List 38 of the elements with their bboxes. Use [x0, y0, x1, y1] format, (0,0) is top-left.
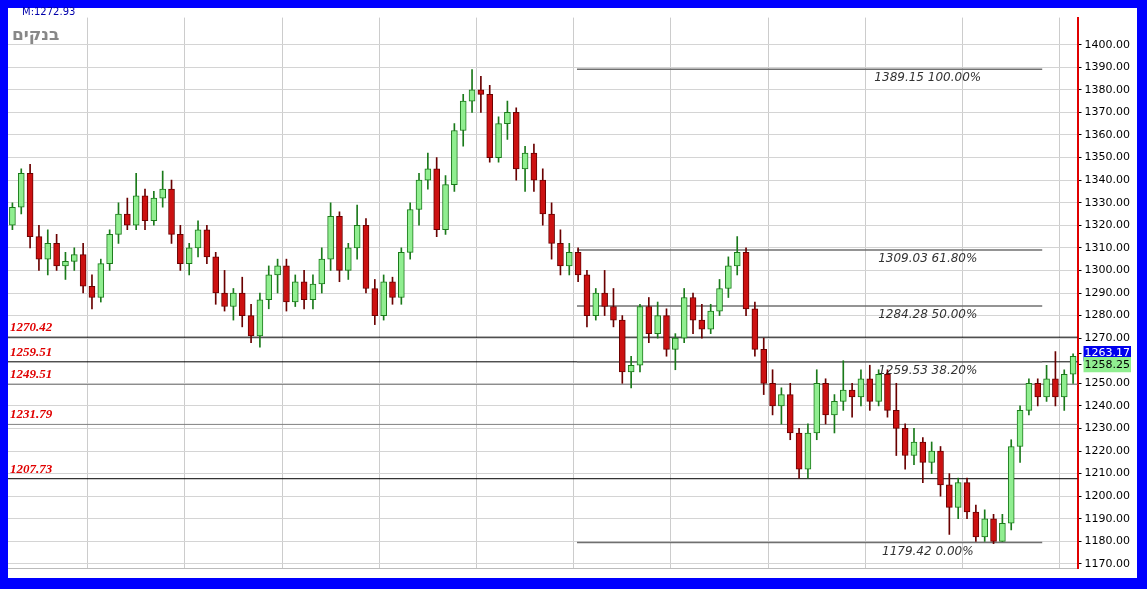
ref-line-label: 1284.28 50.00% — [878, 307, 978, 322]
y-tick-label: 1270.00 — [1084, 331, 1131, 345]
ref-line-label: 1207.73 — [10, 460, 53, 476]
y-tick-label: 1263.17 — [1084, 346, 1131, 360]
y-tick-label: 1390.00 — [1084, 60, 1131, 74]
y-tick-label: 1190.00 — [1084, 511, 1131, 525]
candlestick — [839, 360, 847, 411]
y-tick-label: 1370.00 — [1084, 105, 1131, 119]
y-tick-label: 1200.00 — [1084, 489, 1131, 503]
ref-line-label: 1309.03 61.80% — [878, 251, 978, 266]
y-tick-label: 1340.00 — [1084, 172, 1131, 186]
y-tick-label: 1330.00 — [1084, 195, 1131, 209]
y-tick-label: 1280.00 — [1084, 308, 1131, 322]
y-tick-label: 1230.00 — [1084, 421, 1131, 435]
ref-line-label: 1389.15 100.00% — [874, 70, 982, 85]
ref-line-label: 1259.51 — [10, 343, 53, 359]
y-tick-label: 1210.00 — [1084, 466, 1131, 480]
y-tick-label: 1290.00 — [1084, 285, 1131, 299]
y-tick-label: 1400.00 — [1084, 37, 1131, 51]
y-tick-label: 1240.00 — [1084, 398, 1131, 412]
ref-line-label: 1179.42 0.00% — [882, 543, 974, 558]
chart-title: בנקים — [12, 24, 60, 44]
y-tick-label: 1380.00 — [1084, 82, 1131, 96]
ref-line-label: 1259.53 38.20% — [878, 362, 978, 377]
ref-line-label: 1270.42 — [10, 319, 53, 335]
ref-line-label: 1249.51 — [10, 366, 53, 382]
y-tick-label: 1250.00 — [1084, 376, 1131, 390]
y-tick-label: 1360.00 — [1084, 127, 1131, 141]
y-tick-label: 1258.25 — [1084, 357, 1131, 371]
y-tick-label: 1310.00 — [1084, 240, 1131, 254]
y-tick-label: 1180.00 — [1084, 534, 1131, 548]
text: M:1272.93 — [22, 6, 76, 17]
y-tick-label: 1220.00 — [1084, 443, 1131, 457]
ref-line-label: 1231.79 — [10, 406, 53, 422]
y-tick-label: 1170.00 — [1084, 556, 1131, 570]
y-tick-label: 1300.00 — [1084, 263, 1131, 277]
y-tick-label: 1350.00 — [1084, 150, 1131, 164]
y-tick-label: 1320.00 — [1084, 218, 1131, 232]
